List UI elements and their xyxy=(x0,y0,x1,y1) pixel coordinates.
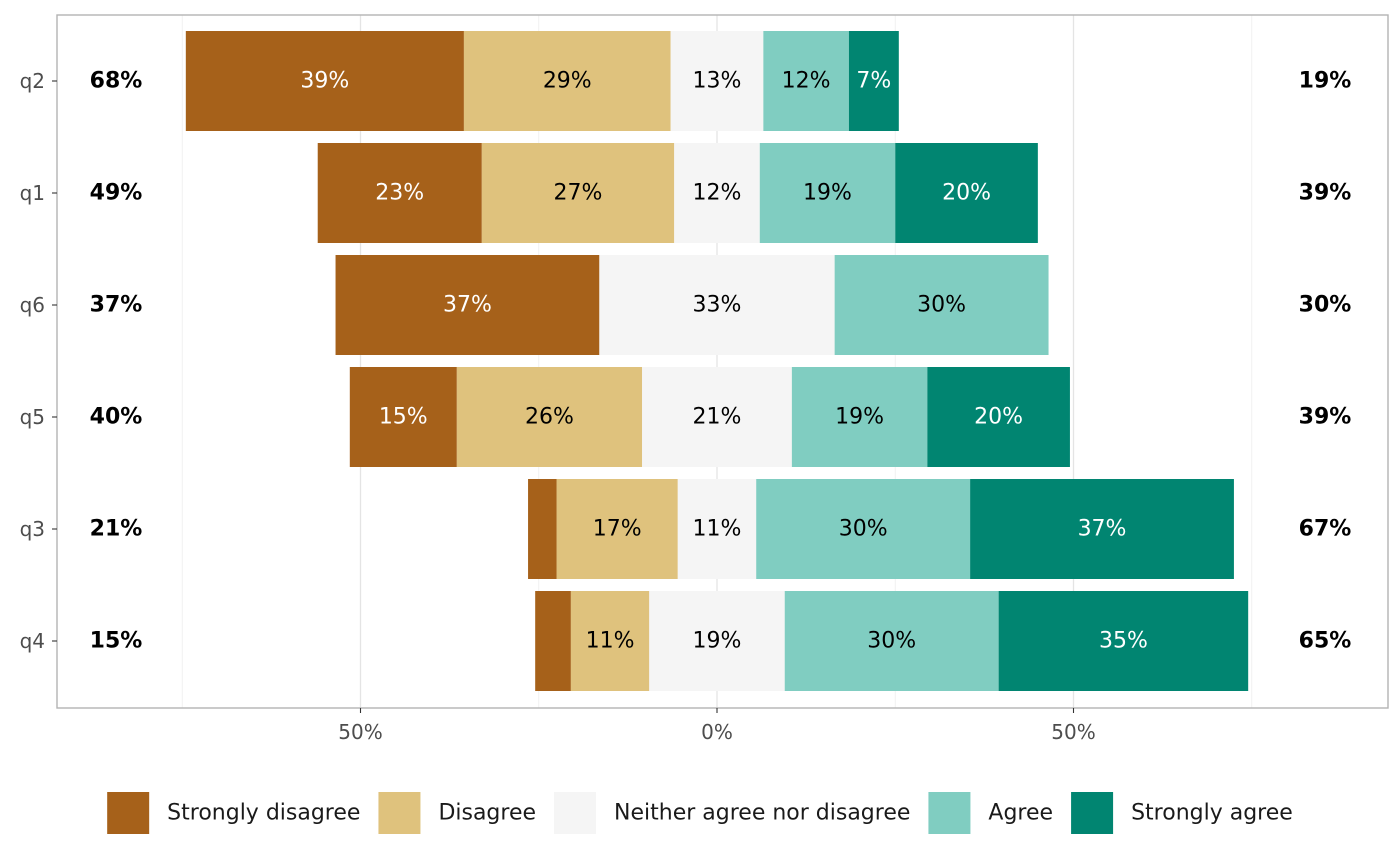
data-label-q3-agree: 30% xyxy=(839,517,888,542)
y-tick-label-q4: q4 xyxy=(20,629,45,653)
data-label-q4-neither-agree-nor-disagree: 19% xyxy=(693,629,742,654)
legend-label-neither-agree-nor-disagree: Neither agree nor disagree xyxy=(614,801,910,826)
left-total-q6: 37% xyxy=(90,293,143,318)
left-total-q3: 21% xyxy=(90,517,143,542)
x-axis: 50% 0% 50% xyxy=(338,708,1096,744)
right-total-q1: 39% xyxy=(1299,181,1352,206)
bar-q5-strongly-agree xyxy=(927,367,1070,467)
data-label-q3-disagree: 17% xyxy=(593,517,642,542)
legend-label-agree: Agree xyxy=(988,801,1053,826)
left-total-q2: 68% xyxy=(90,69,143,94)
bar-q2-neither-agree-nor-disagree xyxy=(670,31,764,131)
left-total-q4: 15% xyxy=(90,629,143,654)
bar-q5-strongly-disagree xyxy=(349,367,457,467)
legend-label-disagree: Disagree xyxy=(438,801,536,826)
data-label-q2-strongly-agree: 7% xyxy=(856,69,891,94)
data-label-q5-neither-agree-nor-disagree: 21% xyxy=(693,405,742,430)
data-label-q4-agree: 30% xyxy=(867,629,916,654)
legend-label-strongly-agree: Strongly agree xyxy=(1131,801,1293,826)
data-label-q1-disagree: 27% xyxy=(554,181,603,206)
legend-key-strongly-disagree xyxy=(107,792,150,834)
bar-q2-strongly-disagree xyxy=(185,31,464,131)
plot-border xyxy=(56,14,1389,709)
data-label-q1-strongly-disagree: 23% xyxy=(375,181,424,206)
right-total-q4: 65% xyxy=(1299,629,1352,654)
legend-key-disagree xyxy=(378,792,421,834)
bar-q6-neither-agree-nor-disagree xyxy=(599,255,835,355)
legend-label-strongly-disagree: Strongly disagree xyxy=(167,801,360,826)
data-label-q1-agree: 19% xyxy=(803,181,852,206)
data-label-q3-strongly-agree: 37% xyxy=(1078,517,1127,542)
bar-q3-agree xyxy=(756,479,971,579)
bar-q3-strongly-disagree xyxy=(528,479,557,579)
bars: 29% 39% 13% 12% 7% 27% 23% 12% 19% 20% 37% 33% 30% 26… xyxy=(185,31,1249,691)
right-total-q3: 67% xyxy=(1299,517,1352,542)
data-label-q4-strongly-agree: 35% xyxy=(1099,629,1148,654)
data-label-q2-strongly-disagree: 39% xyxy=(300,69,349,94)
x-tick-label-1: 0% xyxy=(701,720,733,744)
left-total-q5: 40% xyxy=(90,405,143,430)
y-tick-label-q1: q1 xyxy=(20,181,45,205)
data-label-q1-neither-agree-nor-disagree: 12% xyxy=(693,181,742,206)
y-axis: q2 q1 q6 q5 q3 q4 xyxy=(20,69,57,653)
legend: Strongly disagree Disagree Neither agree n… xyxy=(107,792,1293,834)
y-tick-label-q2: q2 xyxy=(20,69,45,93)
bar-q4-neither-agree-nor-disagree xyxy=(649,591,785,691)
bar-q2-disagree xyxy=(463,31,671,131)
bar-q1-strongly-agree xyxy=(895,143,1038,243)
legend-key-neither-agree-nor-disagree xyxy=(554,792,597,834)
data-label-q2-disagree: 29% xyxy=(543,69,592,94)
bar-q5-neither-agree-nor-disagree xyxy=(642,367,792,467)
data-label-q6-agree: 30% xyxy=(917,293,966,318)
bar-q1-disagree xyxy=(481,143,675,243)
bar-q3-disagree xyxy=(556,479,678,579)
bar-q4-agree xyxy=(784,591,999,691)
left-total-q1: 49% xyxy=(90,181,143,206)
legend-key-strongly-agree xyxy=(1071,792,1114,834)
data-label-q5-strongly-disagree: 15% xyxy=(379,405,428,430)
right-total-q6: 30% xyxy=(1299,293,1352,318)
bar-q4-disagree xyxy=(570,591,650,691)
total-labels: 68% 19% 49% 39% 37% 30% 40% 39% 21% 67% 15% 65% xyxy=(90,69,1352,654)
bar-q1-agree xyxy=(759,143,896,243)
bar-q3-neither-agree-nor-disagree xyxy=(677,479,757,579)
bar-q1-neither-agree-nor-disagree xyxy=(674,143,760,243)
data-label-q4-disagree: 11% xyxy=(586,629,635,654)
data-label-q2-neither-agree-nor-disagree: 13% xyxy=(693,69,742,94)
x-tick-label-2: 50% xyxy=(1051,720,1095,744)
data-label-q2-agree: 12% xyxy=(782,69,831,94)
bar-q6-agree xyxy=(834,255,1049,355)
data-label-q6-strongly-disagree: 37% xyxy=(443,293,492,318)
data-label-q6-neither-agree-nor-disagree: 33% xyxy=(693,293,742,318)
legend-key-agree xyxy=(928,792,971,834)
bar-q3-strongly-agree xyxy=(970,479,1234,579)
bar-q6-strongly-disagree xyxy=(335,255,600,355)
bar-q5-agree xyxy=(791,367,928,467)
data-label-q1-strongly-agree: 20% xyxy=(942,181,991,206)
x-tick-label-0: 50% xyxy=(338,720,382,744)
data-label-q5-disagree: 26% xyxy=(525,405,574,430)
data-label-q5-strongly-agree: 20% xyxy=(974,405,1023,430)
y-tick-label-q5: q5 xyxy=(20,405,45,429)
bar-q4-strongly-disagree xyxy=(535,591,571,691)
data-label-q5-agree: 19% xyxy=(835,405,884,430)
y-tick-label-q6: q6 xyxy=(20,293,45,317)
right-total-q2: 19% xyxy=(1299,69,1352,94)
bar-q4-strongly-agree xyxy=(998,591,1249,691)
data-label-q3-neither-agree-nor-disagree: 11% xyxy=(693,517,742,542)
right-total-q5: 39% xyxy=(1299,405,1352,430)
y-tick-label-q3: q3 xyxy=(20,517,45,541)
bar-q1-strongly-disagree xyxy=(317,143,482,243)
bar-q2-agree xyxy=(763,31,849,131)
bar-q2-strongly-agree xyxy=(848,31,899,131)
bar-q5-disagree xyxy=(456,367,643,467)
